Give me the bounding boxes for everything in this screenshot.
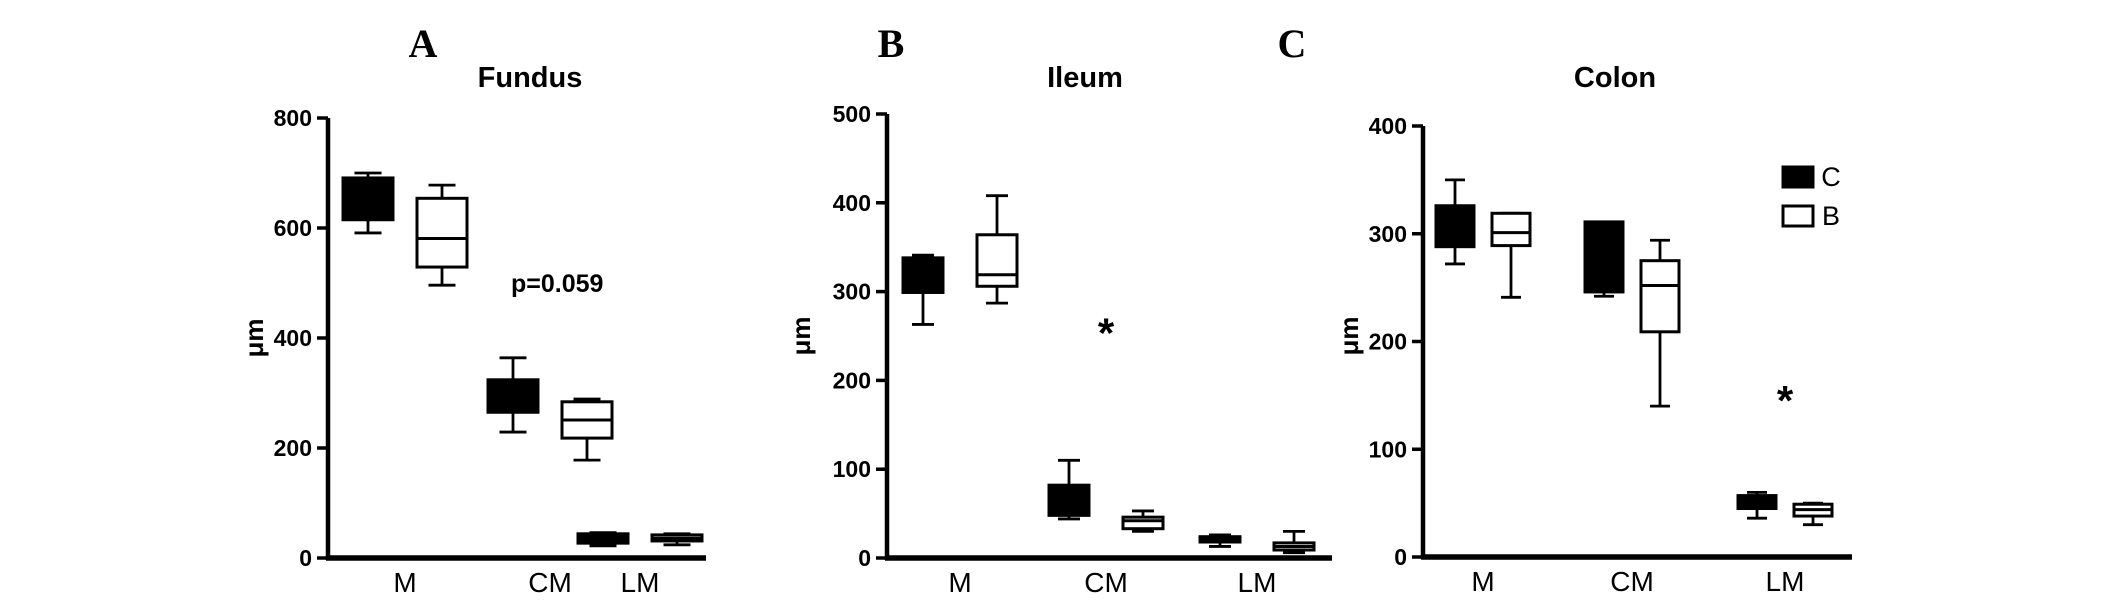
box-c-cm <box>1047 483 1091 517</box>
y-tick-label-600: 600 <box>274 215 312 241</box>
category-label-m: M <box>393 567 416 598</box>
y-tick-label-0: 0 <box>858 545 871 571</box>
category-label-lm: LM <box>1238 567 1277 598</box>
y-tick-label-100: 100 <box>833 456 871 482</box>
y-tick-label-0: 0 <box>299 545 312 571</box>
significance-star: * <box>1777 377 1794 424</box>
y-tick-label-200: 200 <box>274 435 312 461</box>
panel-letter-a: A <box>408 21 438 66</box>
y-tick-label-400: 400 <box>1369 113 1407 139</box>
box-b-m <box>1490 211 1532 248</box>
y-tick-label-800: 800 <box>274 105 312 131</box>
y-tick-label-200: 200 <box>833 367 871 393</box>
y-axis-label: μm <box>239 318 269 357</box>
box-c-cm <box>1583 220 1625 294</box>
legend-label-c: C <box>1821 162 1841 192</box>
box-b-cm <box>1121 515 1165 531</box>
category-label-lm: LM <box>621 567 660 598</box>
y-tick-label-300: 300 <box>1369 221 1407 247</box>
category-label-cm: CM <box>528 567 572 598</box>
y-tick-label-100: 100 <box>1369 436 1407 462</box>
category-label-m: M <box>948 567 971 598</box>
y-tick-label-500: 500 <box>833 101 871 127</box>
box-b-cm <box>1639 259 1681 334</box>
category-label-lm: LM <box>1766 566 1805 597</box>
legend-swatch-c <box>1781 165 1815 189</box>
y-tick-label-400: 400 <box>833 190 871 216</box>
panel-title-colon: Colon <box>1573 62 1657 94</box>
y-tick-label-300: 300 <box>833 279 871 305</box>
box-b-m <box>415 196 469 269</box>
legend-label-b: B <box>1822 201 1840 231</box>
panel-title-fundus: Fundus <box>477 62 583 94</box>
significance-star: * <box>1098 309 1115 356</box>
p-value-annotation: p=0.059 <box>511 270 603 298</box>
category-label-cm: CM <box>1084 567 1128 598</box>
y-axis-label: μm <box>786 316 816 355</box>
category-label-m: M <box>1471 566 1494 597</box>
legend-swatch-b <box>1781 204 1815 228</box>
y-tick-label-400: 400 <box>274 325 312 351</box>
box-c-m <box>1434 204 1476 249</box>
panel-letter-c: C <box>1277 21 1307 66</box>
panel-letter-b: B <box>877 21 905 66</box>
y-tick-label-200: 200 <box>1369 329 1407 355</box>
box-b-m <box>975 233 1019 288</box>
panel-title-ileum: Ileum <box>1047 62 1123 94</box>
y-axis-label: μm <box>1334 316 1364 355</box>
y-tick-label-0: 0 <box>1394 544 1407 570</box>
category-label-cm: CM <box>1610 566 1654 597</box>
